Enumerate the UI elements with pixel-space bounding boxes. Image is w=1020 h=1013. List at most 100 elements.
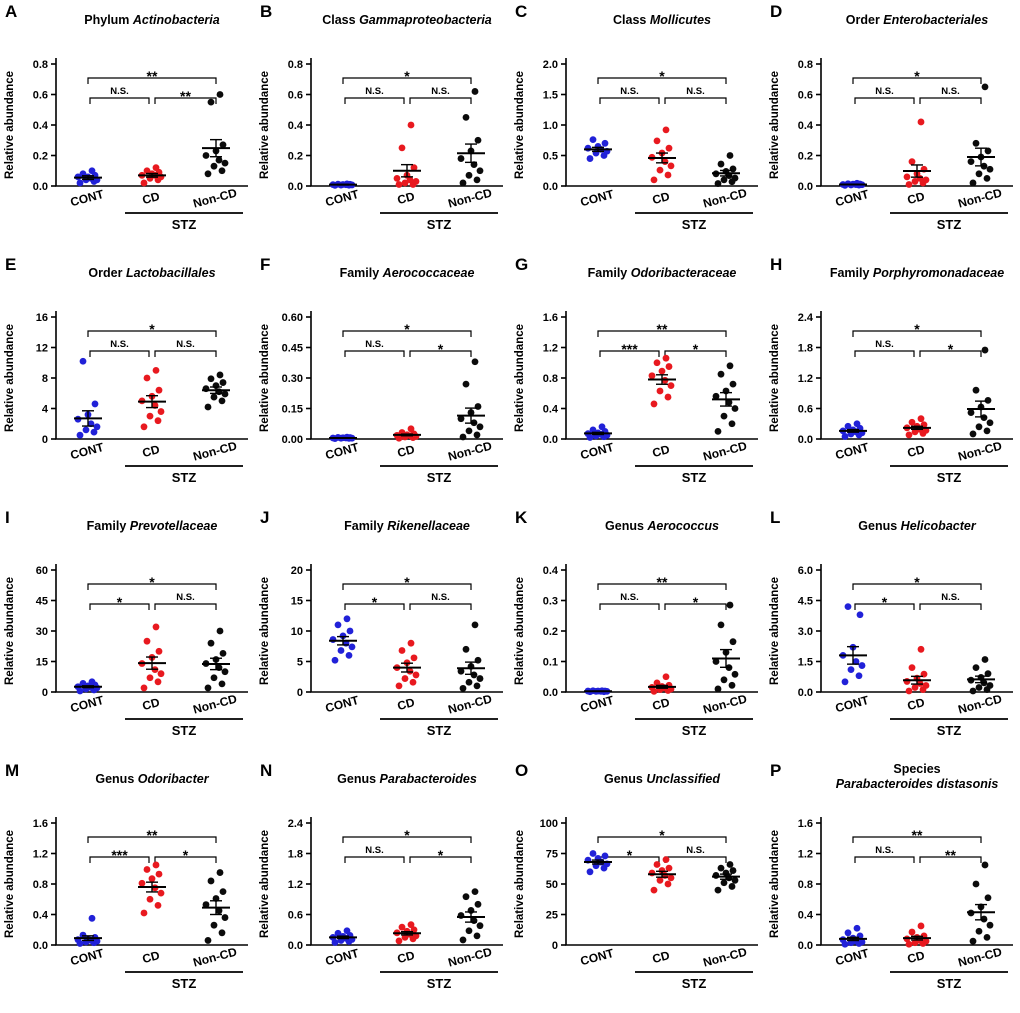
- y-tick-label: 0.5: [543, 151, 558, 163]
- data-point-CD: [650, 886, 658, 894]
- data-point-CD: [412, 178, 420, 185]
- data-point-CD: [143, 167, 151, 175]
- data-point-Non-CD: [986, 921, 994, 929]
- significance-label: *: [404, 68, 410, 84]
- significance-label: *: [438, 341, 444, 357]
- x-tick-label: CONT: [69, 440, 106, 462]
- y-tick-label: 0.0: [288, 940, 303, 952]
- data-point-CONT: [598, 423, 606, 431]
- data-point-Non-CD: [714, 180, 722, 187]
- y-tick-label: 75: [546, 849, 558, 861]
- data-point-Non-CD: [712, 392, 720, 400]
- data-point-Non-CD: [981, 83, 989, 91]
- significance-label: *: [404, 321, 410, 337]
- x-tick-label: CD: [396, 189, 417, 207]
- data-point-Non-CD: [471, 358, 479, 366]
- y-tick-label: 0.6: [288, 90, 303, 102]
- stz-label: STZ: [427, 976, 452, 991]
- data-point-CD: [146, 674, 154, 682]
- data-point-Non-CD: [473, 682, 481, 690]
- significance-label: *: [438, 847, 444, 863]
- y-tick-label: 0.4: [288, 120, 304, 132]
- y-tick-label: 0.0: [543, 434, 558, 446]
- panel-title: Species: [893, 762, 940, 776]
- data-point-CONT: [337, 647, 345, 654]
- data-point-Non-CD: [731, 405, 739, 412]
- significance-label: *: [882, 594, 888, 610]
- data-point-Non-CD: [474, 136, 482, 144]
- data-point-Non-CD: [471, 621, 479, 629]
- significance-label: N.S.: [686, 845, 704, 856]
- stz-label: STZ: [682, 723, 707, 738]
- significance-bracket: [597, 836, 727, 843]
- data-point-Non-CD: [969, 687, 977, 695]
- x-tick-label: Non-CD: [957, 186, 1004, 211]
- x-tick-label: CONT: [579, 440, 616, 462]
- significance-bracket: [852, 77, 982, 84]
- data-point-CD: [406, 667, 414, 675]
- data-point-Non-CD: [728, 420, 736, 428]
- data-point-CD: [650, 176, 658, 184]
- y-tick-label: 2.4: [798, 312, 814, 324]
- significance-label: *: [693, 594, 699, 610]
- y-tick-label: 0: [42, 434, 48, 446]
- significance-bracket: [342, 583, 472, 590]
- data-point-CD: [653, 137, 661, 145]
- y-tick-label: 20: [291, 565, 303, 577]
- data-point-Non-CD: [981, 656, 989, 663]
- significance-bracket: [87, 330, 217, 337]
- x-tick-label: CD: [651, 695, 672, 713]
- x-tick-label: CONT: [579, 946, 616, 968]
- data-point-Non-CD: [972, 664, 980, 671]
- x-tick-label: CD: [651, 948, 672, 966]
- data-point-Non-CD: [984, 396, 992, 404]
- data-point-CONT: [82, 426, 90, 434]
- y-tick-label: 1.6: [798, 818, 813, 830]
- data-point-CONT: [93, 423, 101, 431]
- significance-bracket: [409, 97, 472, 104]
- data-point-CD: [922, 937, 930, 945]
- significance-label: *: [693, 341, 699, 357]
- data-point-CD: [917, 645, 925, 653]
- data-point-CD: [911, 684, 919, 691]
- panel-title: Family Odoribacteraceae: [588, 266, 737, 280]
- y-tick-label: 0.4: [798, 910, 814, 922]
- significance-label: N.S.: [365, 86, 383, 97]
- data-point-CD: [648, 869, 656, 877]
- significance-bracket: [854, 97, 915, 104]
- y-tick-label: 0.6: [798, 90, 813, 102]
- significance-bracket: [87, 836, 217, 843]
- significance-label: N.S.: [365, 845, 383, 856]
- data-point-CONT: [334, 621, 342, 629]
- data-point-CD: [656, 876, 664, 884]
- y-tick-label: 0.8: [798, 879, 813, 891]
- y-axis-label: Relative abundance: [4, 324, 16, 432]
- data-point-Non-CD: [473, 431, 481, 439]
- y-tick-label: 1.5: [543, 90, 558, 102]
- panel-letter: G: [515, 255, 528, 274]
- data-point-CD: [665, 363, 673, 370]
- significance-label: *: [149, 574, 155, 590]
- significance-label: N.S.: [875, 339, 893, 350]
- data-point-CD: [157, 889, 165, 897]
- y-tick-label: 4: [42, 404, 49, 416]
- y-tick-label: 0.8: [798, 59, 813, 71]
- data-point-CD: [664, 880, 672, 888]
- data-point-CD: [665, 144, 673, 152]
- data-point-CONT: [841, 678, 849, 686]
- data-point-Non-CD: [980, 915, 988, 923]
- data-point-Non-CD: [473, 176, 481, 184]
- significance-label: N.S.: [110, 339, 128, 350]
- panel-letter: I: [5, 508, 10, 527]
- data-point-CONT: [844, 603, 852, 610]
- y-tick-label: 50: [546, 879, 558, 891]
- data-point-CONT: [589, 136, 597, 144]
- data-point-CD: [407, 921, 415, 929]
- significance-label: N.S.: [431, 592, 449, 603]
- panel-title: Order Lactobacillales: [88, 266, 215, 280]
- data-point-CONT: [853, 924, 861, 932]
- panel-letter: D: [770, 2, 782, 21]
- significance-bracket: [664, 97, 727, 104]
- data-point-CD: [667, 162, 675, 170]
- data-point-CD: [393, 174, 401, 182]
